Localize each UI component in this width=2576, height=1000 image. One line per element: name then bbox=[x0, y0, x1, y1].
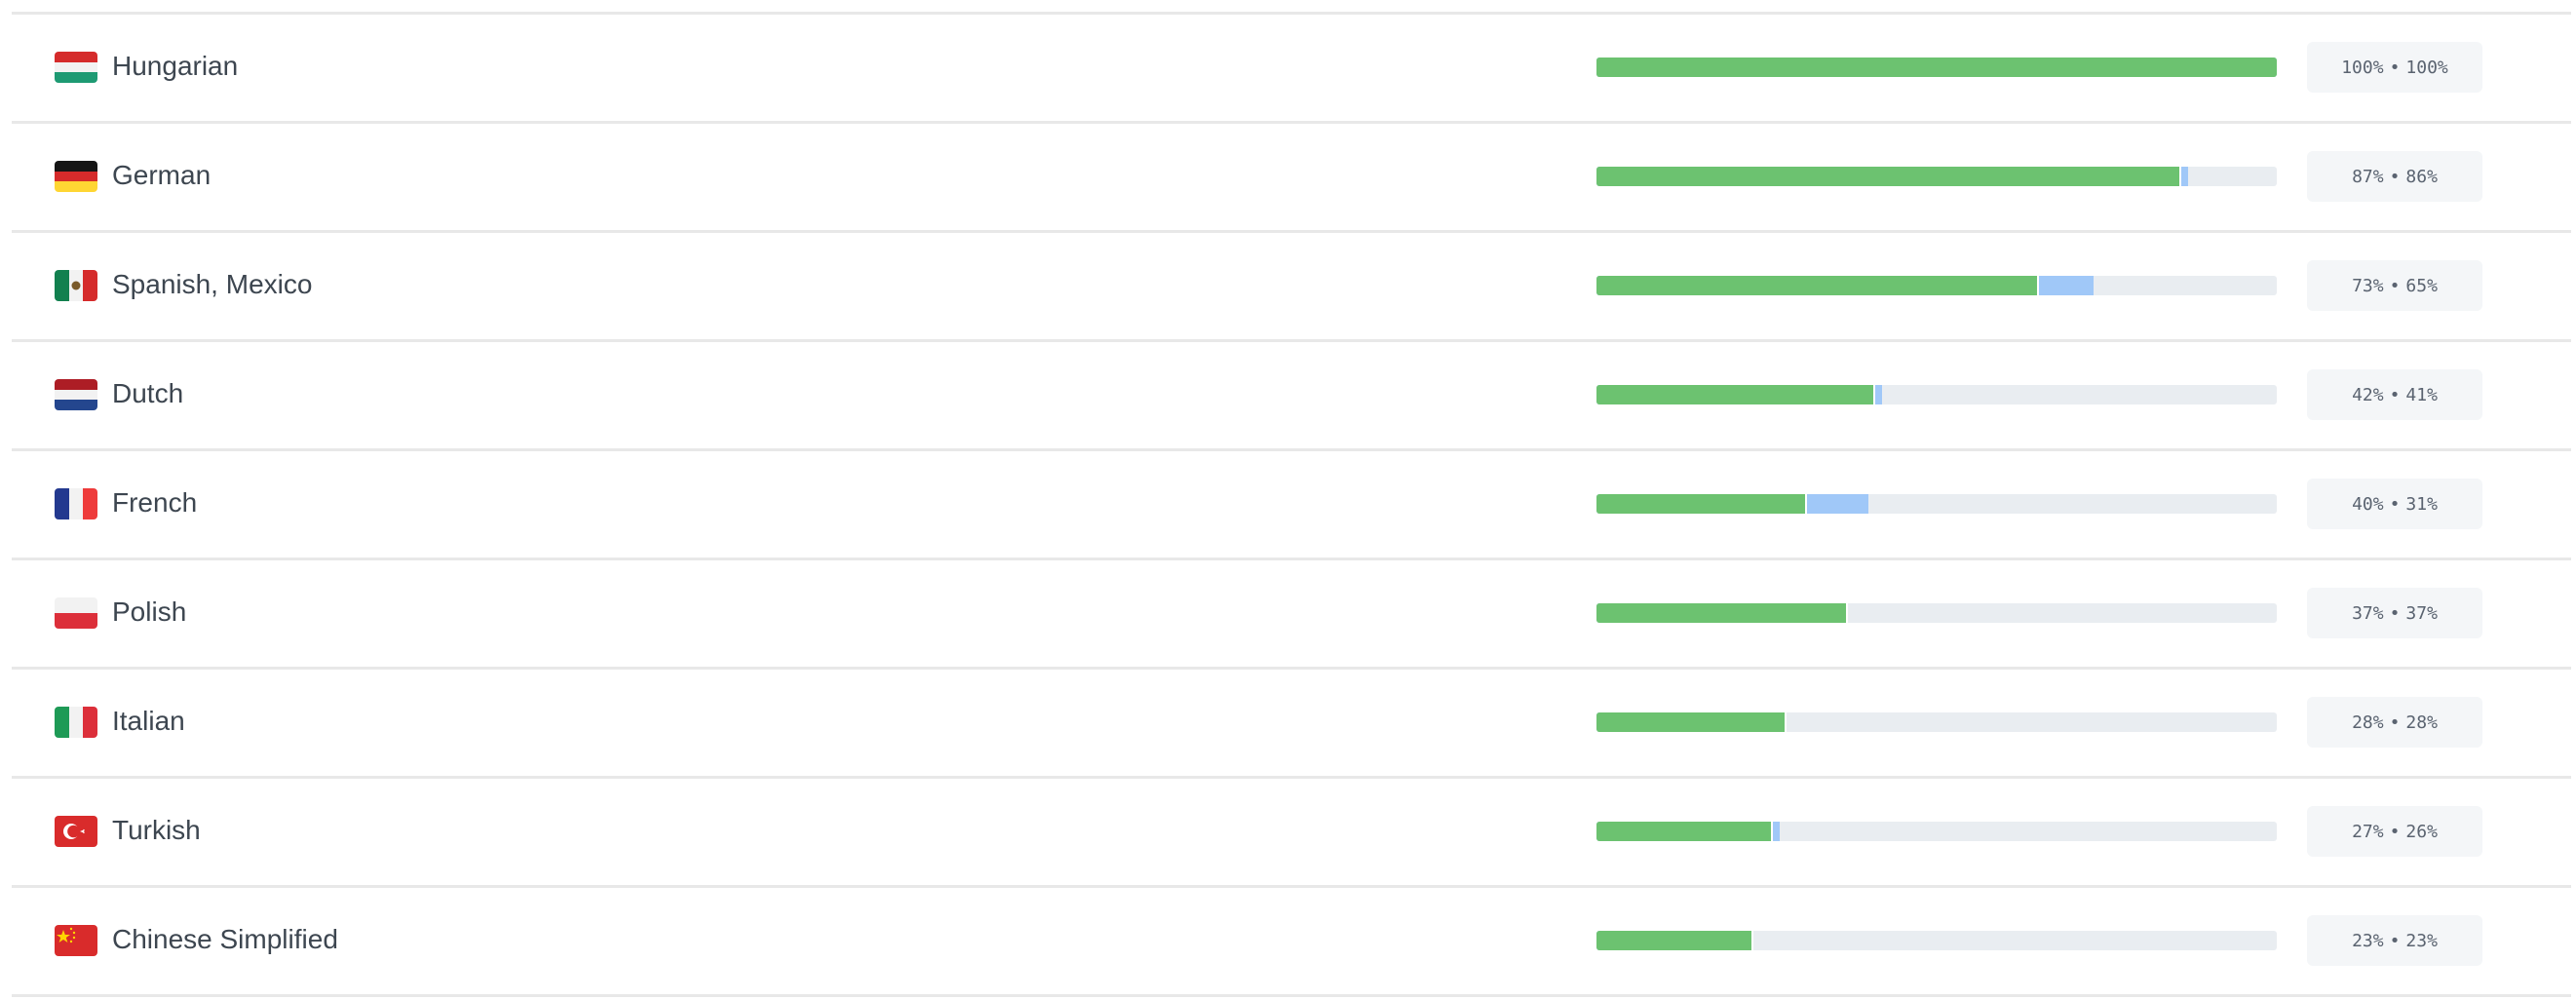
approved-percent: 31% bbox=[2405, 493, 2438, 515]
language-name[interactable]: Dutch bbox=[112, 378, 184, 408]
language-name[interactable]: Turkish bbox=[112, 815, 201, 845]
language-name[interactable]: Spanish, Mexico bbox=[112, 269, 313, 299]
separator-dot: • bbox=[2389, 166, 2401, 187]
language-name[interactable]: French bbox=[112, 487, 198, 518]
germany-flag-icon bbox=[55, 161, 97, 192]
progress-badge: 28% • 28% bbox=[2307, 697, 2482, 748]
language-row[interactable]: Italian 28% • 28% bbox=[12, 670, 2571, 779]
language-row[interactable]: Hungarian 100% • 100% bbox=[12, 15, 2571, 124]
separator-dot: • bbox=[2389, 275, 2401, 296]
approved-progress-fill bbox=[1596, 276, 2039, 295]
language-name[interactable]: Italian bbox=[112, 706, 185, 736]
france-flag-icon bbox=[55, 488, 97, 519]
separator-dot: • bbox=[2389, 384, 2401, 405]
language-row[interactable]: Spanish, Mexico 73% • 65% bbox=[12, 233, 2571, 342]
progress-bar bbox=[1596, 58, 2277, 77]
progress-badge: 73% • 65% bbox=[2307, 260, 2482, 311]
hungary-flag-icon bbox=[55, 52, 97, 83]
approved-percent: 28% bbox=[2405, 712, 2438, 733]
language-row[interactable]: Chinese Simplified 23% • 23% bbox=[12, 888, 2571, 997]
language-name[interactable]: Polish bbox=[112, 596, 187, 627]
netherlands-flag-icon bbox=[55, 379, 97, 410]
approved-percent: 37% bbox=[2405, 602, 2438, 624]
separator-dot: • bbox=[2389, 930, 2401, 951]
translated-percent: 28% bbox=[2352, 712, 2384, 733]
language-row[interactable]: Dutch 42% • 41% bbox=[12, 342, 2571, 451]
separator-dot: • bbox=[2389, 712, 2401, 733]
approved-progress-fill bbox=[1596, 931, 1753, 950]
language-progress-list: Hungarian 100% • 100% German 87% • 86% Spanish, … bbox=[12, 12, 2571, 997]
progress-bar bbox=[1596, 712, 2277, 732]
mexico-flag-icon bbox=[55, 270, 97, 301]
language-row[interactable]: German 87% • 86% bbox=[12, 124, 2571, 233]
approved-percent: 41% bbox=[2405, 384, 2438, 405]
progress-badge: 40% • 31% bbox=[2307, 479, 2482, 529]
progress-badge: 87% • 86% bbox=[2307, 151, 2482, 202]
language-name[interactable]: German bbox=[112, 160, 211, 190]
language-name[interactable]: Chinese Simplified bbox=[112, 924, 338, 954]
poland-flag-icon bbox=[55, 597, 97, 629]
separator-dot: • bbox=[2389, 57, 2401, 78]
progress-bar bbox=[1596, 385, 2277, 404]
approved-percent: 65% bbox=[2405, 275, 2438, 296]
translated-percent: 100% bbox=[2341, 57, 2384, 78]
progress-badge: 23% • 23% bbox=[2307, 915, 2482, 966]
language-row[interactable]: Turkish 27% • 26% bbox=[12, 779, 2571, 888]
progress-badge: 27% • 26% bbox=[2307, 806, 2482, 857]
approved-progress-fill bbox=[1596, 822, 1774, 841]
approved-percent: 23% bbox=[2405, 930, 2438, 951]
progress-bar bbox=[1596, 167, 2277, 186]
progress-bar bbox=[1596, 276, 2277, 295]
progress-badge: 100% • 100% bbox=[2307, 42, 2482, 93]
progress-bar bbox=[1596, 931, 2277, 950]
approved-percent: 86% bbox=[2405, 166, 2438, 187]
approved-progress-fill bbox=[1596, 603, 1849, 623]
approved-progress-fill bbox=[1596, 58, 2277, 77]
separator-dot: • bbox=[2389, 602, 2401, 624]
progress-bar bbox=[1596, 822, 2277, 841]
progress-bar bbox=[1596, 494, 2277, 514]
turkey-flag-icon bbox=[55, 816, 97, 847]
separator-dot: • bbox=[2389, 493, 2401, 515]
approved-percent: 100% bbox=[2405, 57, 2448, 78]
translated-percent: 37% bbox=[2352, 602, 2384, 624]
translated-percent: 42% bbox=[2352, 384, 2384, 405]
translated-percent: 23% bbox=[2352, 930, 2384, 951]
approved-progress-fill bbox=[1596, 385, 1876, 404]
language-name[interactable]: Hungarian bbox=[112, 51, 239, 81]
language-row[interactable]: Polish 37% • 37% bbox=[12, 560, 2571, 670]
translated-percent: 27% bbox=[2352, 821, 2384, 842]
progress-badge: 37% • 37% bbox=[2307, 588, 2482, 638]
separator-dot: • bbox=[2389, 821, 2401, 842]
approved-progress-fill bbox=[1596, 494, 1808, 514]
approved-percent: 26% bbox=[2405, 821, 2438, 842]
translated-percent: 40% bbox=[2352, 493, 2384, 515]
approved-progress-fill bbox=[1596, 712, 1788, 732]
translated-percent: 87% bbox=[2352, 166, 2384, 187]
language-row[interactable]: French 40% • 31% bbox=[12, 451, 2571, 560]
italy-flag-icon bbox=[55, 707, 97, 738]
approved-progress-fill bbox=[1596, 167, 2182, 186]
china-flag-icon bbox=[55, 925, 97, 956]
translated-percent: 73% bbox=[2352, 275, 2384, 296]
progress-bar bbox=[1596, 603, 2277, 623]
progress-badge: 42% • 41% bbox=[2307, 369, 2482, 420]
